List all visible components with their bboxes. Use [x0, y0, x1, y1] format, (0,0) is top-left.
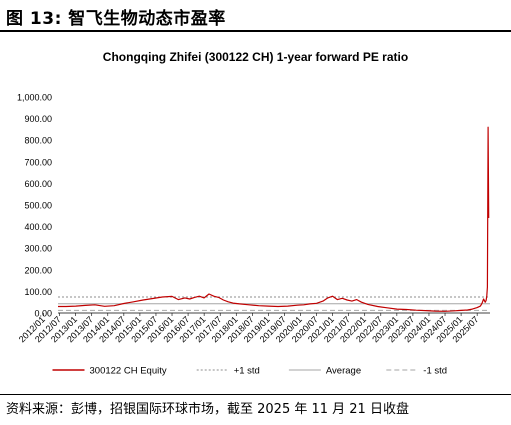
y-tick-label: 700.00	[24, 157, 52, 167]
legend: 300122 CH Equity +1 std Average -1 std	[52, 366, 447, 377]
series-line-pe-ratio	[58, 126, 490, 312]
y-tick-label: 600.00	[24, 179, 52, 189]
y-tick-label: 0.00	[34, 309, 52, 319]
y-tick-label: 100.00	[24, 287, 52, 297]
legend-label: +1 std	[234, 366, 260, 377]
y-tick-label: 800.00	[24, 136, 52, 146]
top-rule	[0, 30, 511, 32]
x-axis: 2012/012012/072013/012013/072014/012014/…	[17, 312, 490, 344]
y-tick-label: 300.00	[24, 244, 52, 254]
source-note: 资料来源：彭博，招银国际环球市场，截至 2025 年 11 月 21 日收盘	[6, 402, 409, 417]
chart-title: Chongqing Zhifei (300122 CH) 1-year forw…	[102, 50, 409, 64]
y-tick-label: 900.00	[24, 114, 52, 124]
y-tick-label: 500.00	[24, 201, 52, 211]
series-lines	[58, 126, 490, 312]
y-axis: 1,000.00 900.00 800.00 700.00 600.00 500.00 40…	[17, 93, 52, 319]
y-tick-label: 400.00	[24, 222, 52, 232]
legend-label: -1 std	[423, 366, 447, 377]
bottom-rule	[0, 394, 511, 395]
figure-title: 图 13: 智飞生物动态市盈率	[6, 9, 226, 29]
legend-label: 300122 CH Equity	[90, 366, 167, 377]
legend-label: Average	[326, 366, 361, 377]
y-tick-label: 1,000.00	[17, 93, 52, 103]
y-tick-label: 200.00	[24, 265, 52, 275]
